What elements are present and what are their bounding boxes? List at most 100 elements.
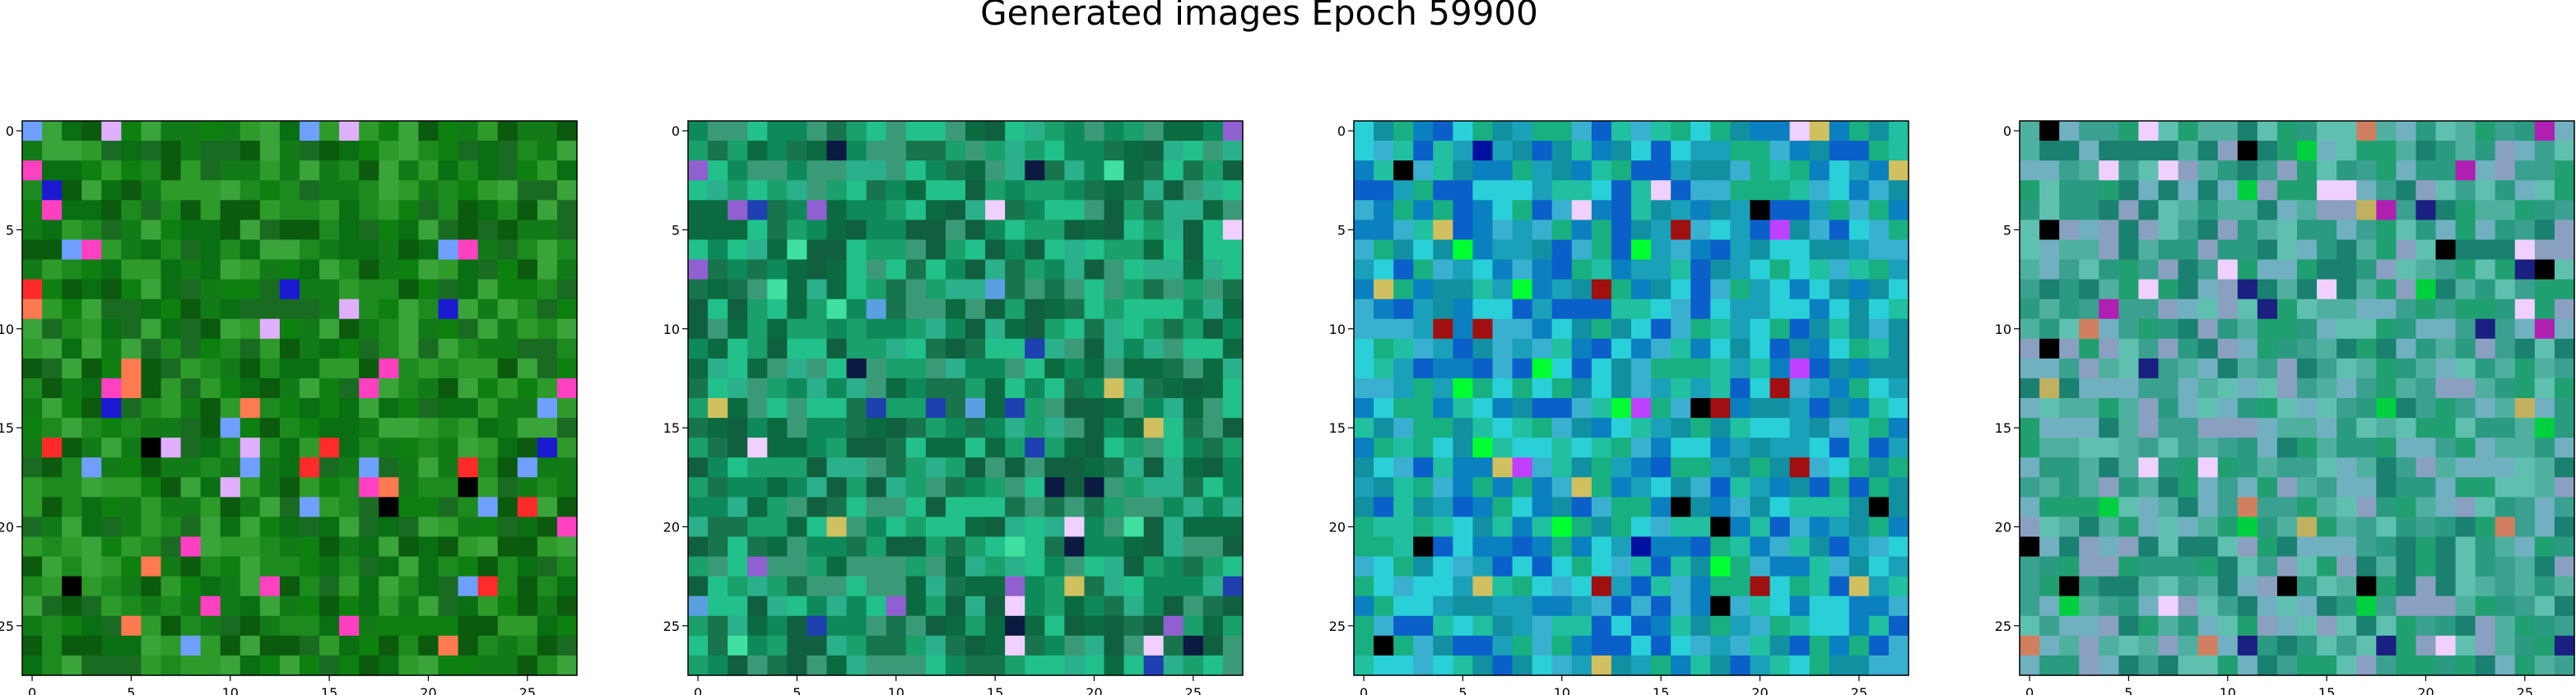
pixel-cell <box>101 338 122 359</box>
pixel-cell <box>2059 358 2080 379</box>
pixel-cell <box>2099 378 2119 399</box>
pixel-cell <box>1393 358 1414 379</box>
pixel-cell <box>1202 536 1224 558</box>
pixel-cell <box>1829 358 1850 379</box>
pixel-cell <box>1730 239 1751 261</box>
pixel-cell <box>200 259 221 280</box>
pixel-cell <box>826 121 848 141</box>
pixel-cell <box>2197 180 2219 201</box>
pixel-cell <box>300 457 320 478</box>
pixel-cell <box>866 655 887 676</box>
pixel-cell <box>1472 141 1494 161</box>
pixel-cell <box>1848 398 1870 419</box>
pixel-cell <box>1163 239 1184 261</box>
pixel-cell <box>300 576 320 597</box>
pixel-cell <box>2059 398 2080 419</box>
pixel-cell <box>359 378 379 399</box>
pixel-cell <box>1104 141 1125 161</box>
pixel-cell <box>22 180 43 201</box>
pixel-cell <box>2475 239 2496 261</box>
pixel-cell <box>220 418 241 438</box>
pixel-cell <box>1571 239 1593 261</box>
pixel-cell <box>2534 220 2555 241</box>
pixel-cell <box>1512 279 1533 300</box>
pixel-cell <box>81 655 102 676</box>
pixel-cell <box>1084 299 1105 320</box>
pixel-cell <box>1163 338 1184 359</box>
pixel-cell <box>1532 160 1553 181</box>
pixel-cell <box>2059 338 2080 359</box>
pixel-cell <box>319 595 340 617</box>
pixel-cell <box>2197 338 2219 359</box>
pixel-cell <box>42 259 63 280</box>
pixel-cell <box>1413 615 1434 637</box>
pixel-cell <box>708 200 728 220</box>
pixel-cell <box>826 615 848 637</box>
pixel-cell <box>1710 398 1731 419</box>
pixel-cell <box>985 497 1006 518</box>
pixel-cell <box>359 358 379 379</box>
pixel-cell <box>1651 121 1672 141</box>
pixel-cell <box>359 200 379 220</box>
pixel-cell <box>279 635 300 656</box>
pixel-cell <box>81 438 102 458</box>
pixel-cell <box>1671 635 1691 656</box>
pixel-cell <box>1769 200 1791 220</box>
pixel-cell <box>747 536 768 558</box>
pixel-cell <box>1084 239 1105 261</box>
pixel-cell <box>1123 457 1145 478</box>
pixel-cell <box>1571 457 1593 478</box>
pixel-cell <box>826 595 848 617</box>
pixel-cell <box>1005 378 1025 399</box>
pixel-cell <box>1472 121 1494 141</box>
pixel-cell <box>239 477 261 498</box>
pixel-cell <box>1143 556 1165 577</box>
pixel-cell <box>160 576 182 597</box>
pixel-cell <box>2416 615 2437 637</box>
pixel-cell <box>2178 457 2199 478</box>
pixel-cell <box>1730 497 1751 518</box>
pixel-cell <box>787 220 808 241</box>
pixel-cell <box>1671 517 1691 538</box>
pixel-cell <box>2297 457 2318 478</box>
pixel-cell <box>279 517 300 538</box>
pixel-cell <box>945 398 966 419</box>
pixel-cell <box>121 141 142 161</box>
pixel-cell <box>180 141 202 161</box>
pixel-cell <box>1044 259 1065 280</box>
pixel-cell <box>2020 398 2040 419</box>
pixel-cell <box>1374 497 1394 518</box>
pixel-cell <box>688 338 709 359</box>
axes-frame <box>1353 120 1909 676</box>
pixel-cell <box>1222 279 1244 300</box>
pixel-cell <box>945 556 966 577</box>
pixel-cell <box>101 536 122 558</box>
pixel-cell <box>2455 576 2476 597</box>
pixel-cell <box>2118 497 2140 518</box>
pixel-cell <box>1809 576 1830 597</box>
pixel-cell <box>2020 180 2040 201</box>
pixel-cell <box>497 141 518 161</box>
pixel-cell <box>1143 438 1165 458</box>
pixel-cell <box>866 358 887 379</box>
pixel-cell <box>886 497 907 518</box>
pixel-cell <box>905 497 927 518</box>
pixel-cell <box>1829 398 1850 419</box>
pixel-cell <box>728 220 748 241</box>
pixel-cell <box>1064 299 1086 320</box>
pixel-cell <box>2297 398 2318 419</box>
pixel-cell <box>728 615 748 637</box>
pixel-cell <box>1769 576 1791 597</box>
pixel-cell <box>886 398 907 419</box>
pixel-cell <box>807 318 828 340</box>
pixel-cell <box>1222 398 1244 419</box>
pixel-cell <box>2118 358 2140 379</box>
pixel-cell <box>22 576 43 597</box>
pixel-cell <box>121 536 142 558</box>
pixel-cell <box>239 299 261 320</box>
pixel-cell <box>2039 517 2060 538</box>
pixel-cell <box>2178 338 2199 359</box>
pixel-cell <box>1084 180 1105 201</box>
pixel-cell <box>1651 299 1672 320</box>
pixel-cell <box>1532 358 1553 379</box>
